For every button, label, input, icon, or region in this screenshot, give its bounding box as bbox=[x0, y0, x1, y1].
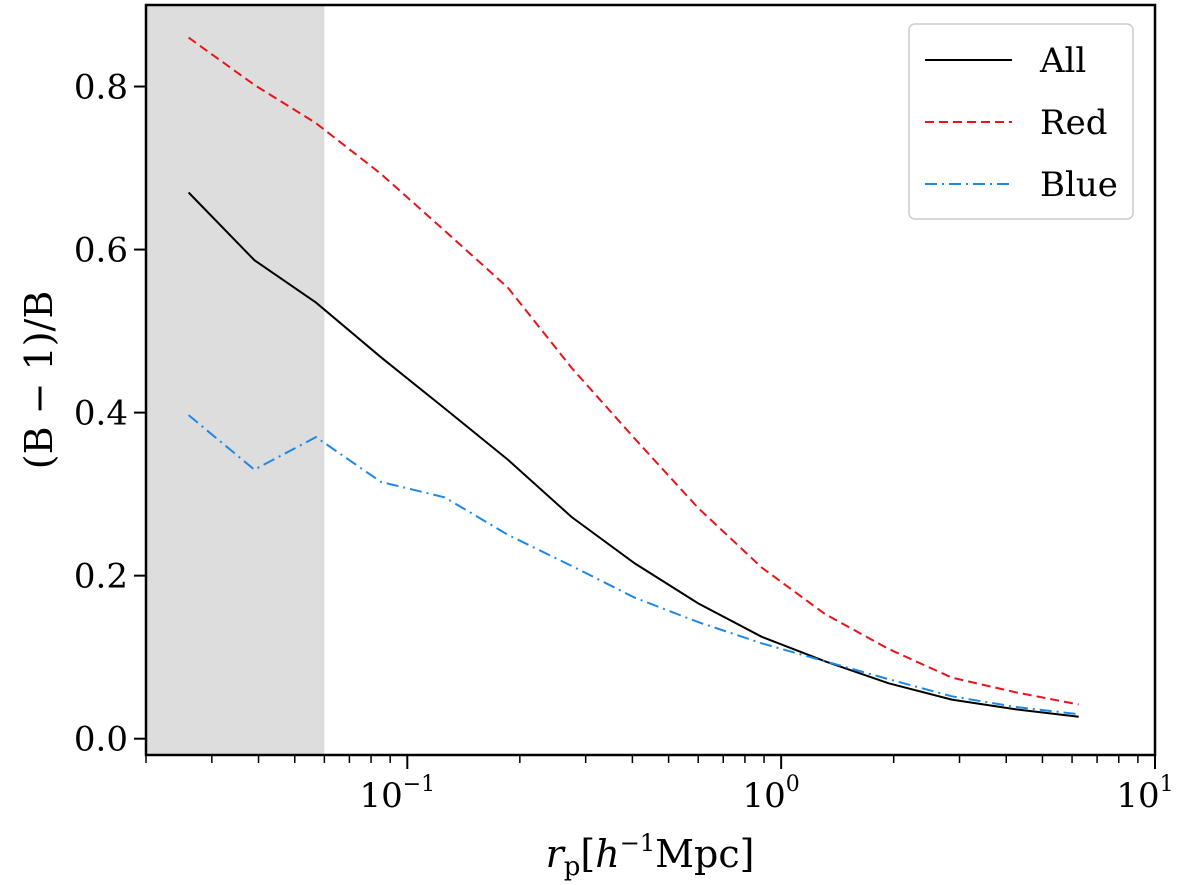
y-axis-label: (B − 1)/B bbox=[17, 291, 61, 469]
y-tick-label: 0.2 bbox=[74, 557, 128, 597]
y-tick-label: 0.4 bbox=[74, 394, 128, 434]
legend-label-all: All bbox=[1039, 41, 1086, 81]
legend-box bbox=[908, 23, 1134, 220]
x-tick-label: 101 bbox=[1116, 772, 1173, 816]
plot-frame bbox=[144, 3, 1157, 757]
series-layer bbox=[187, 36, 1079, 718]
legend-label-red: Red bbox=[1040, 103, 1108, 143]
legend-label-blue: Blue bbox=[1040, 165, 1118, 205]
y-tick-label: 0.8 bbox=[74, 68, 128, 108]
legend: All Red Blue bbox=[908, 23, 1134, 220]
y-tick-label: 0.0 bbox=[74, 720, 128, 760]
ticks-layer: 0.0 0.2 0.4 0.6 0.8 10−1 100 101 bbox=[74, 68, 1174, 816]
x-tick-label: 10−1 bbox=[359, 772, 435, 816]
series-line-red bbox=[188, 36, 1079, 706]
x-tick-label: 100 bbox=[743, 772, 800, 816]
series-line-all bbox=[187, 191, 1079, 718]
y-tick-label: 0.6 bbox=[74, 231, 128, 271]
series-line-blue bbox=[187, 414, 1079, 716]
shaded-region bbox=[146, 5, 325, 755]
x-axis-label: rp[h−1Mpc] bbox=[546, 829, 755, 882]
